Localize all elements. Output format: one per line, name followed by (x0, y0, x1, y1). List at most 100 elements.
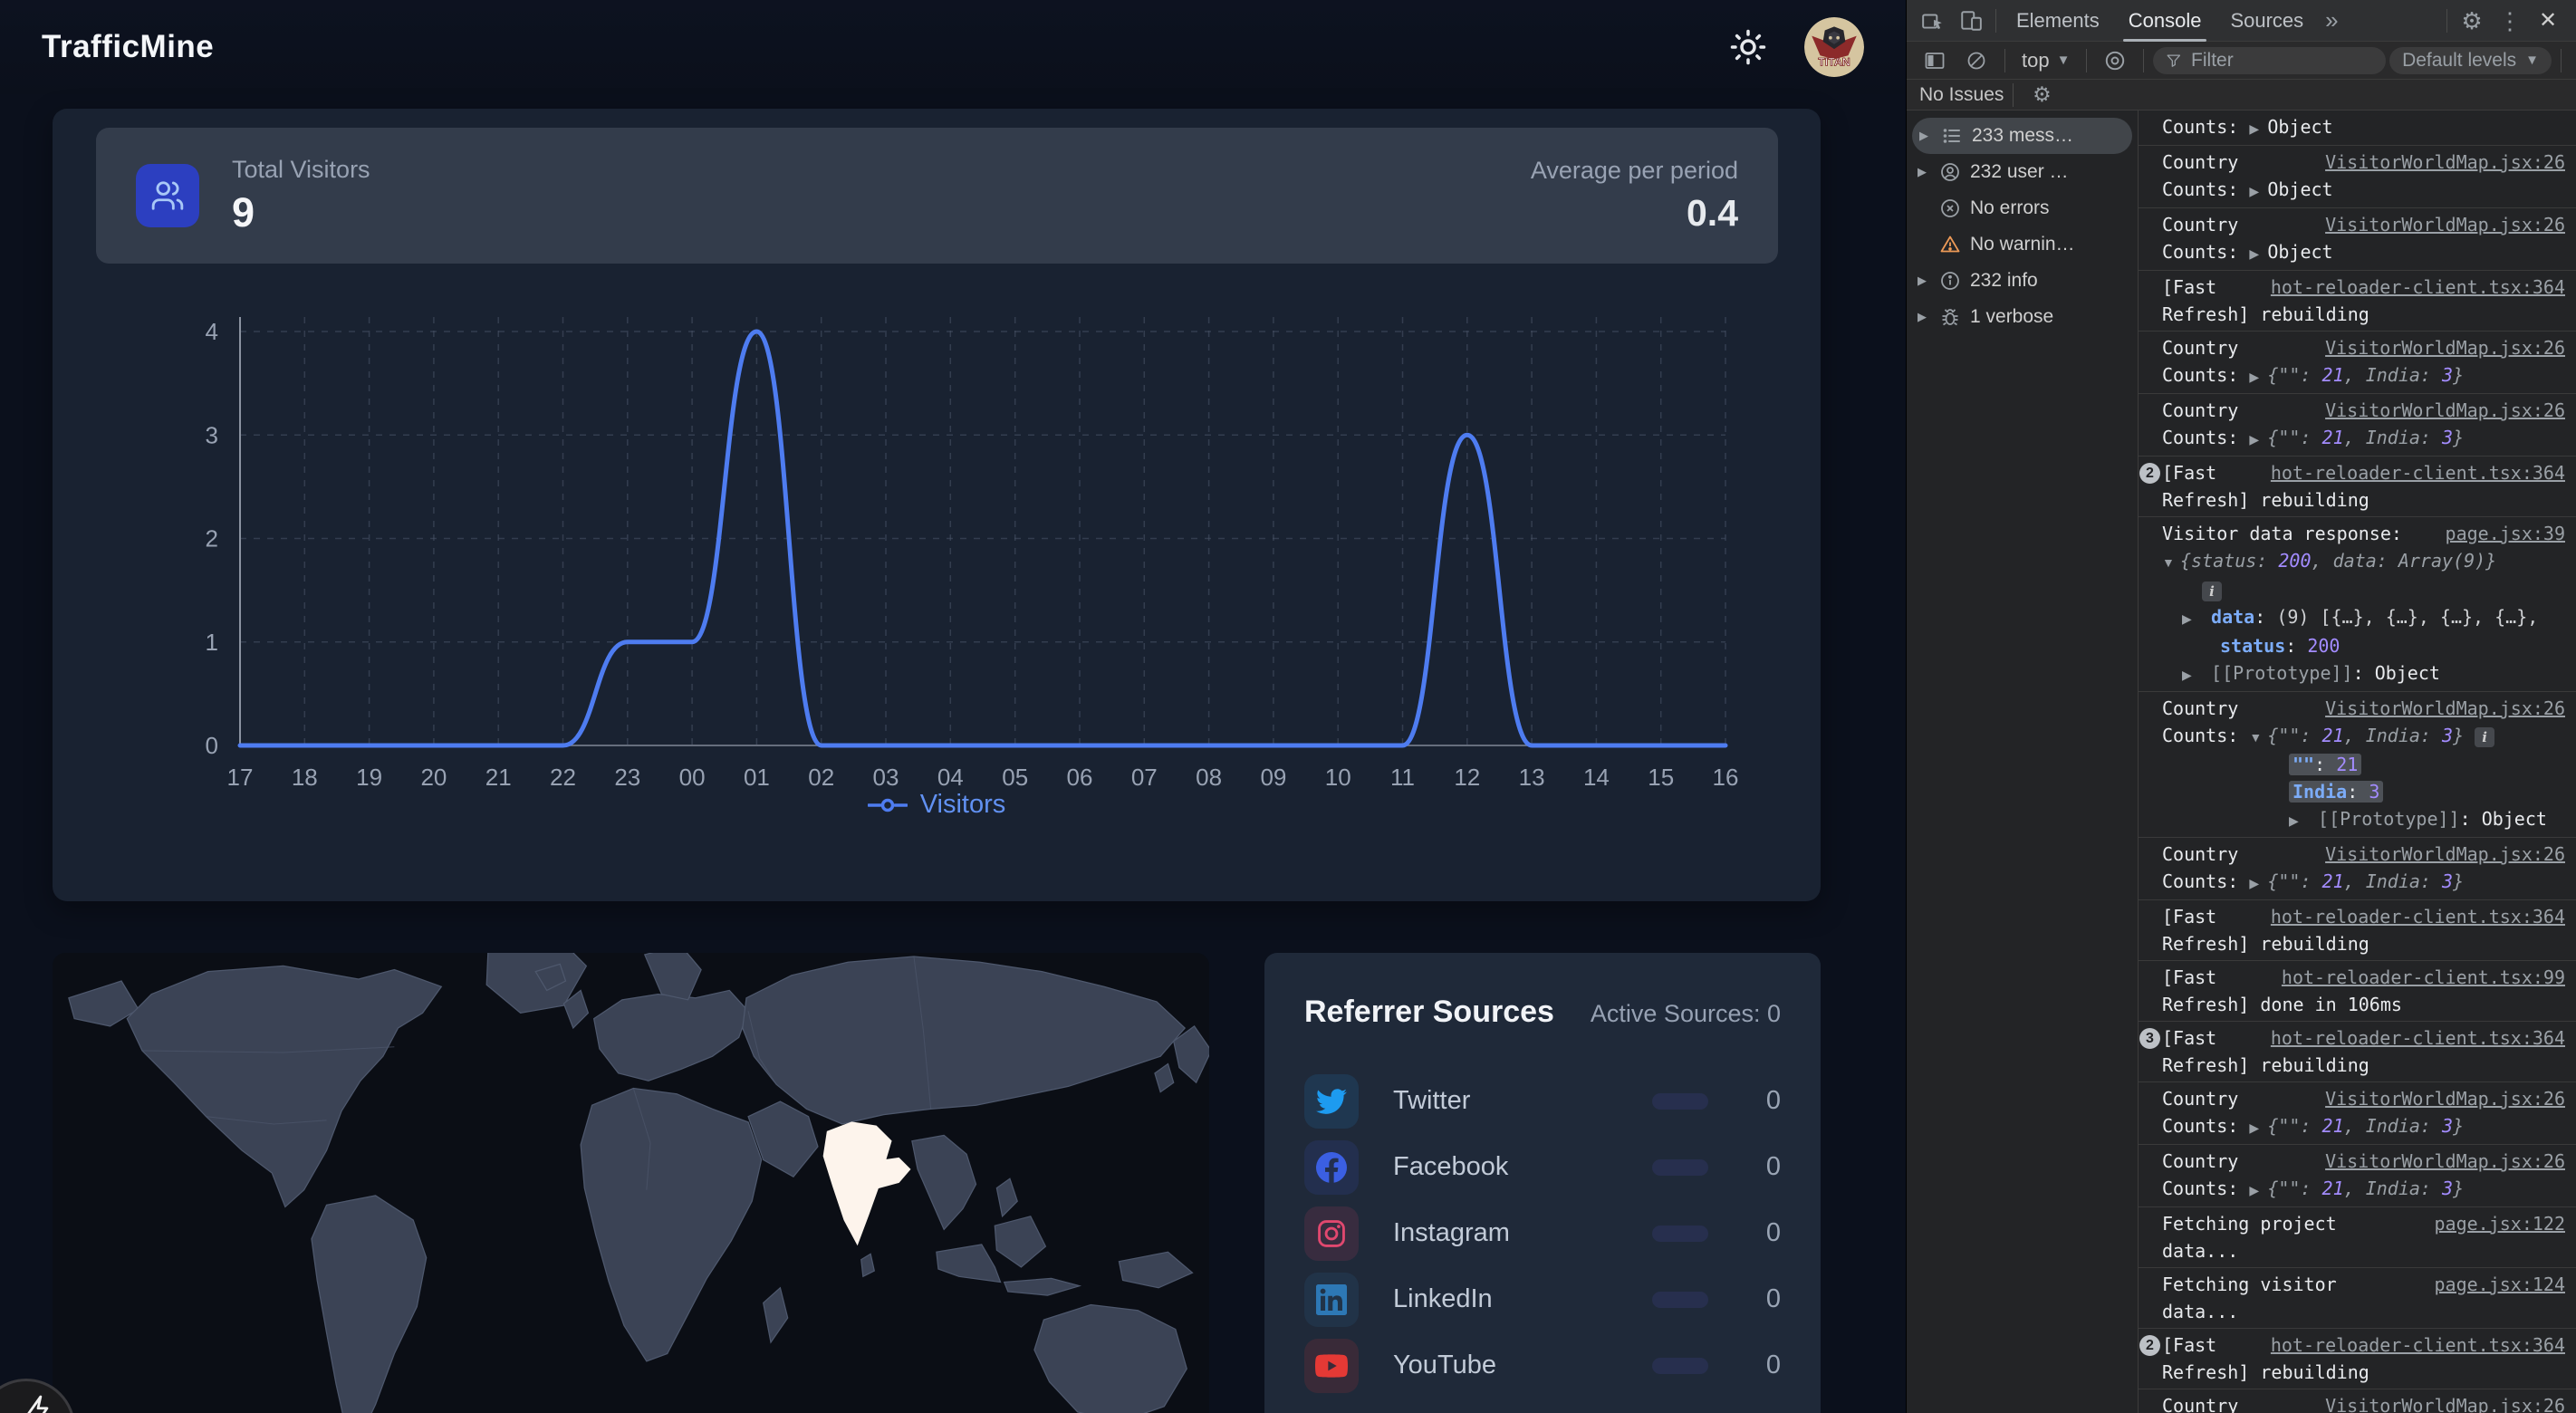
sun-icon (1730, 29, 1766, 65)
nextjs-devtools-badge[interactable] (0, 1379, 75, 1413)
svg-text:10: 10 (1325, 764, 1351, 791)
expand-triangle[interactable]: ▶ (2249, 876, 2260, 890)
collapse-triangle[interactable]: ▼ (2249, 730, 2263, 745)
collapse-triangle[interactable]: ▼ (2162, 555, 2175, 570)
expand-triangle[interactable]: ▶ (1918, 165, 1927, 178)
expand-triangle[interactable]: ▶ (2249, 1120, 2260, 1135)
console-row[interactable]: 2 hot-reloader-client.tsx:364 [Fast Refres… (2139, 1329, 2576, 1389)
source-link[interactable]: VisitorWorldMap.jsx:26 (2325, 1395, 2565, 1413)
source-link[interactable]: page.jsx:122 (2434, 1213, 2566, 1235)
inspect-element-icon[interactable] (1914, 3, 1952, 39)
expand-triangle[interactable]: ▶ (1918, 274, 1927, 287)
svg-text:23: 23 (614, 764, 640, 791)
source-link[interactable]: VisitorWorldMap.jsx:26 (2325, 214, 2565, 236)
expand-triangle[interactable]: ▶ (1919, 129, 1928, 142)
source-link[interactable]: VisitorWorldMap.jsx:26 (2325, 151, 2565, 173)
average-value: 0.4 (1687, 192, 1738, 234)
info-box-icon[interactable]: i (2202, 581, 2222, 601)
console-sidebar: ▶ 233 mess… ▶ 232 user … No errors No wa… (1907, 111, 2139, 1413)
console-filter-field[interactable] (2153, 46, 2387, 74)
sidebar-filter-4[interactable]: ▶ 232 info (1907, 263, 2138, 299)
source-link[interactable]: VisitorWorldMap.jsx:26 (2325, 399, 2565, 421)
expand-triangle[interactable]: ▶ (2249, 246, 2260, 261)
source-link[interactable]: VisitorWorldMap.jsx:26 (2325, 1088, 2565, 1110)
console-row[interactable]: page.jsx:124 Fetching visitor data... (2139, 1268, 2576, 1329)
console-row[interactable]: hot-reloader-client.tsx:364 [Fast Refresh… (2139, 900, 2576, 961)
user-avatar[interactable]: TITAN (1804, 17, 1864, 77)
kebab-menu-icon[interactable]: ⋮ (2498, 6, 2522, 34)
expand-triangle[interactable]: ▶ (2289, 813, 2299, 828)
expand-triangle[interactable]: ▶ (2182, 611, 2192, 626)
console-row[interactable]: VisitorWorldMap.jsx:26 Country Counts: ▶ Ob… (2139, 208, 2576, 271)
source-link[interactable]: hot-reloader-client.tsx:364 (2270, 906, 2565, 928)
expand-triangle[interactable]: ▶ (2249, 432, 2260, 447)
tab-elements[interactable]: Elements (2016, 8, 2100, 32)
source-link[interactable]: VisitorWorldMap.jsx:26 (2325, 337, 2565, 359)
settings-gear-icon[interactable]: ⚙ (2461, 6, 2483, 34)
chart-legend[interactable]: Visitors (53, 790, 1821, 820)
console-row[interactable]: hot-reloader-client.tsx:99 [Fast Refresh]… (2139, 961, 2576, 1022)
console-row[interactable]: Counts: ▶ Object (2139, 111, 2576, 146)
clear-console-icon[interactable] (1957, 43, 1995, 79)
source-link[interactable]: hot-reloader-client.tsx:99 (2281, 966, 2565, 988)
source-link[interactable]: hot-reloader-client.tsx:364 (2270, 462, 2565, 484)
source-link[interactable]: hot-reloader-client.tsx:364 (2270, 1334, 2565, 1356)
log-levels-dropdown[interactable]: Default levels ▼ (2389, 46, 2552, 74)
source-link[interactable]: page.jsx:124 (2434, 1274, 2566, 1295)
issues-label[interactable]: No Issues (1919, 83, 2004, 105)
tab-console[interactable]: Console (2114, 0, 2216, 42)
expand-triangle[interactable]: ▶ (2249, 370, 2260, 384)
console-row[interactable]: 3 hot-reloader-client.tsx:364 [Fast Refres… (2139, 1022, 2576, 1082)
referrer-count: 0 (1765, 1218, 1781, 1247)
expand-triangle[interactable]: ▶ (2249, 184, 2260, 198)
referrer-row-twitter[interactable]: Twitter 0 (1304, 1068, 1781, 1134)
live-expression-eye-icon[interactable] (2096, 43, 2134, 79)
theme-toggle-button[interactable] (1728, 27, 1768, 67)
info-box-icon[interactable]: i (2475, 726, 2495, 747)
source-link[interactable]: VisitorWorldMap.jsx:26 (2325, 1150, 2565, 1172)
source-link[interactable]: VisitorWorldMap.jsx:26 (2325, 697, 2565, 719)
sidebar-filter-3[interactable]: No warnin… (1907, 226, 2138, 263)
filter-input[interactable] (2191, 49, 2374, 72)
tab-sources[interactable]: Sources (2230, 8, 2304, 32)
referrer-row-facebook[interactable]: Facebook 0 (1304, 1134, 1781, 1200)
source-link[interactable]: VisitorWorldMap.jsx:26 (2325, 843, 2565, 865)
console-row[interactable]: page.jsx:39 Visitor data response: ▼ {statu… (2139, 517, 2576, 692)
expand-triangle[interactable]: ▶ (2249, 1183, 2260, 1197)
expand-triangle[interactable]: ▶ (2182, 668, 2192, 682)
console-log-text: Visitor data response: (2162, 523, 2402, 544)
console-row[interactable]: VisitorWorldMap.jsx:26 Country Counts: ▼ {"… (2139, 692, 2576, 838)
source-link[interactable]: hot-reloader-client.tsx:364 (2270, 1027, 2565, 1049)
sidebar-filter-5[interactable]: ▶ 1 verbose (1907, 299, 2138, 335)
close-devtools-icon[interactable]: ✕ (2538, 8, 2558, 33)
console-row[interactable]: 2 hot-reloader-client.tsx:364 [Fast Refres… (2139, 457, 2576, 517)
referrer-row-instagram[interactable]: Instagram 0 (1304, 1200, 1781, 1266)
sidebar-filter-2[interactable]: No errors (1907, 190, 2138, 226)
console-log-text: [Fast Refresh] rebuilding (2162, 276, 2369, 325)
sidebar-filter-1[interactable]: ▶ 232 user … (1907, 154, 2138, 190)
expand-triangle[interactable]: ▶ (2249, 121, 2260, 136)
analytics-card: Total Visitors 9 Average per period 0.4 … (53, 109, 1821, 901)
console-settings-gear-icon[interactable]: ⚙ (2033, 82, 2052, 106)
source-link[interactable]: page.jsx:39 (2445, 523, 2565, 544)
referrer-row-linkedin[interactable]: LinkedIn 0 (1304, 1266, 1781, 1332)
expand-triangle[interactable]: ▶ (1918, 310, 1927, 323)
referrer-header: Referrer Sources Active Sources: 0 (1304, 995, 1781, 1030)
context-selector[interactable]: top ▼ (2022, 48, 2071, 72)
referrer-row-youtube[interactable]: YouTube 0 (1304, 1332, 1781, 1399)
source-link[interactable]: hot-reloader-client.tsx:364 (2270, 276, 2565, 298)
referrer-count: 0 (1765, 1284, 1781, 1313)
console-row[interactable]: page.jsx:122 Fetching project data... (2139, 1207, 2576, 1268)
console-row[interactable]: VisitorWorldMap.jsx:26 Country Counts: ▶ Ob… (2139, 146, 2576, 208)
device-toolbar-icon[interactable] (1952, 3, 1990, 39)
sidebar-filter-0[interactable]: ▶ 233 mess… (1912, 118, 2132, 154)
console-row[interactable]: hot-reloader-client.tsx:364 [Fast Refresh… (2139, 271, 2576, 332)
more-tabs-icon[interactable]: » (2325, 6, 2339, 34)
dock-side-icon[interactable] (1916, 43, 1954, 79)
